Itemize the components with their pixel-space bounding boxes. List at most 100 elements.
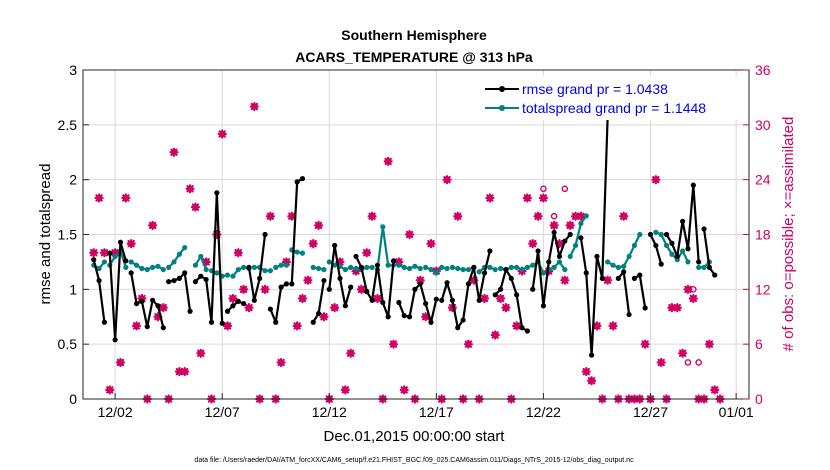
rmse-point [337, 275, 343, 281]
y-tick-label: 2.5 [58, 117, 78, 133]
obs-assimilated-point [126, 239, 136, 249]
obs-assimilated-point [688, 293, 698, 304]
rmse-point [492, 292, 498, 298]
obs-assimilated-point [239, 284, 249, 294]
y-tick-label: 2 [69, 172, 77, 188]
rmse-point [257, 275, 263, 281]
rmse-point [514, 292, 520, 298]
rmse-point [91, 257, 97, 263]
totalspread-point [540, 270, 547, 276]
totalspread-point [241, 264, 247, 270]
totalspread-point [551, 264, 557, 270]
obs-assimilated-point [89, 248, 99, 258]
totalspread-point [214, 270, 220, 276]
totalspread-point [610, 262, 616, 268]
y2-tick-label: 0 [755, 391, 763, 407]
totalspread-point [417, 265, 423, 272]
rmse-point [364, 288, 370, 295]
totalspread-point [321, 266, 327, 273]
obs-assimilated-point [94, 193, 104, 203]
totalspread-point [439, 264, 445, 270]
x-axis: 12/02 12/07 12/12 12/17 12/22 12/27 01/01 [98, 393, 754, 420]
totalspread-point [626, 253, 632, 260]
y-tick-label: 3 [69, 62, 77, 78]
rmse-point [171, 277, 177, 284]
obs-assimilated-point [672, 303, 682, 313]
obs-assimilated-point [212, 229, 222, 240]
obs-assimilated-point [222, 321, 233, 331]
obs-assimilated-point [105, 385, 115, 395]
obs-possible-point [695, 359, 702, 366]
totalspread-point [155, 263, 161, 269]
totalspread-point [449, 264, 456, 270]
totalspread-point [669, 251, 675, 257]
rmse-point [107, 250, 113, 256]
rmse-point [621, 269, 627, 275]
totalspread-point [653, 229, 659, 235]
totalspread-point [631, 242, 638, 249]
obs-assimilated-point [228, 293, 238, 304]
rmse-point [315, 310, 322, 317]
totalspread-point [487, 264, 493, 270]
rmse-point [449, 297, 456, 303]
rmse-point [294, 179, 300, 185]
obs-assimilated-point [415, 275, 425, 285]
rmse-point [535, 248, 541, 254]
rmse-point [690, 182, 696, 188]
chart-title: Southern Hemisphere [341, 27, 487, 43]
obs-assimilated-point [592, 321, 602, 331]
totalspread-point [235, 266, 241, 273]
totalspread-point [696, 264, 702, 270]
rmse-point [530, 286, 536, 292]
y-axis-right: 0 6 12 18 24 30 36 [743, 62, 771, 407]
rmse-point [192, 279, 199, 285]
rmse-point [128, 270, 134, 276]
obs-assimilated-point [137, 293, 147, 304]
legend-rmse-marker [499, 86, 505, 92]
obs-assimilated-point [99, 248, 110, 258]
rmse-point [508, 275, 514, 281]
y2-tick-label: 18 [755, 227, 771, 243]
totalspread-point [433, 270, 439, 276]
totalspread-line [569, 215, 588, 257]
rmse-point [396, 299, 402, 306]
rmse-point [139, 298, 145, 304]
totalspread-line [376, 225, 394, 270]
obs-assimilated-point [710, 385, 720, 395]
rmse-point [246, 264, 252, 270]
totalspread-point [149, 264, 156, 270]
obs-assimilated-point [330, 303, 340, 313]
obs-assimilated-point [233, 248, 243, 258]
rmse-point [663, 231, 670, 238]
rmse-line [247, 234, 267, 302]
y-axis-label: rmse and totalspread [37, 164, 54, 305]
rmse-point [433, 296, 439, 302]
rmse-point [653, 242, 659, 249]
obs-possible-point [690, 286, 697, 293]
obs-assimilated-point [287, 211, 297, 221]
totalspread-point [278, 262, 284, 268]
legend: rmse grand pr = 1.0438 totalspread grand… [477, 76, 745, 120]
totalspread-point [524, 264, 530, 270]
rmse-point [642, 305, 648, 311]
rmse-point [326, 286, 332, 292]
totalspread-point [455, 265, 461, 272]
rmse-line [440, 250, 491, 329]
totalspread-point [615, 264, 621, 270]
rmse-point [706, 264, 712, 270]
obs-assimilated-point [362, 248, 372, 258]
obs-assimilated-point [399, 385, 409, 395]
rmse-point [626, 311, 632, 318]
rmse-point [669, 240, 675, 246]
rmse-point [332, 242, 338, 249]
rmse-line [269, 282, 288, 324]
rmse-point [149, 297, 156, 303]
y2-tick-label: 6 [755, 336, 763, 352]
totalspread-point [423, 264, 429, 270]
obs-possible-point [684, 359, 692, 366]
rmse-point [353, 253, 359, 260]
rmse-point [556, 253, 563, 260]
rmse-point [321, 277, 327, 284]
totalspread-point [326, 259, 332, 265]
x-axis-label: Dec.01,2015 00:00:00 start [324, 428, 506, 445]
